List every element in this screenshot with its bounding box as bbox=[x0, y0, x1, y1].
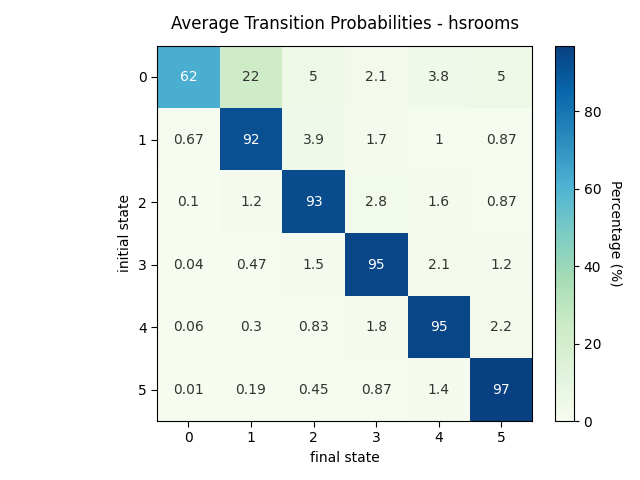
Text: 1.6: 1.6 bbox=[428, 195, 450, 209]
Text: 97: 97 bbox=[492, 383, 510, 397]
Text: 0.1: 0.1 bbox=[177, 195, 200, 209]
Text: 0.87: 0.87 bbox=[486, 132, 516, 146]
Text: 3.9: 3.9 bbox=[303, 132, 324, 146]
Text: 0.47: 0.47 bbox=[236, 258, 266, 272]
Text: 95: 95 bbox=[367, 258, 385, 272]
Text: 0.87: 0.87 bbox=[361, 383, 392, 397]
Y-axis label: initial state: initial state bbox=[118, 194, 132, 272]
Text: 3.8: 3.8 bbox=[428, 70, 450, 84]
Text: 2.1: 2.1 bbox=[365, 70, 387, 84]
Text: 1.2: 1.2 bbox=[240, 195, 262, 209]
Text: 92: 92 bbox=[242, 132, 260, 146]
Text: 93: 93 bbox=[305, 195, 323, 209]
Text: 0.04: 0.04 bbox=[173, 258, 204, 272]
Text: 5: 5 bbox=[309, 70, 318, 84]
Text: 62: 62 bbox=[180, 70, 197, 84]
X-axis label: final state: final state bbox=[310, 451, 380, 465]
Text: 1.5: 1.5 bbox=[303, 258, 324, 272]
Y-axis label: Percentage (%): Percentage (%) bbox=[608, 180, 622, 287]
Text: 0.06: 0.06 bbox=[173, 320, 204, 334]
Text: 0.45: 0.45 bbox=[298, 383, 329, 397]
Text: 95: 95 bbox=[430, 320, 447, 334]
Text: 2.8: 2.8 bbox=[365, 195, 387, 209]
Text: 0.19: 0.19 bbox=[236, 383, 266, 397]
Text: 0.3: 0.3 bbox=[240, 320, 262, 334]
Text: 0.83: 0.83 bbox=[298, 320, 329, 334]
Text: 0.67: 0.67 bbox=[173, 132, 204, 146]
Text: 1.2: 1.2 bbox=[490, 258, 512, 272]
Text: 1.7: 1.7 bbox=[365, 132, 387, 146]
Text: 5: 5 bbox=[497, 70, 506, 84]
Text: 2.1: 2.1 bbox=[428, 258, 450, 272]
Title: Average Transition Probabilities - hsrooms: Average Transition Probabilities - hsroo… bbox=[171, 15, 519, 33]
Text: 1: 1 bbox=[434, 132, 443, 146]
Text: 1.4: 1.4 bbox=[428, 383, 450, 397]
Text: 0.01: 0.01 bbox=[173, 383, 204, 397]
Text: 0.87: 0.87 bbox=[486, 195, 516, 209]
Text: 2.2: 2.2 bbox=[490, 320, 512, 334]
Text: 1.8: 1.8 bbox=[365, 320, 387, 334]
Text: 22: 22 bbox=[242, 70, 260, 84]
